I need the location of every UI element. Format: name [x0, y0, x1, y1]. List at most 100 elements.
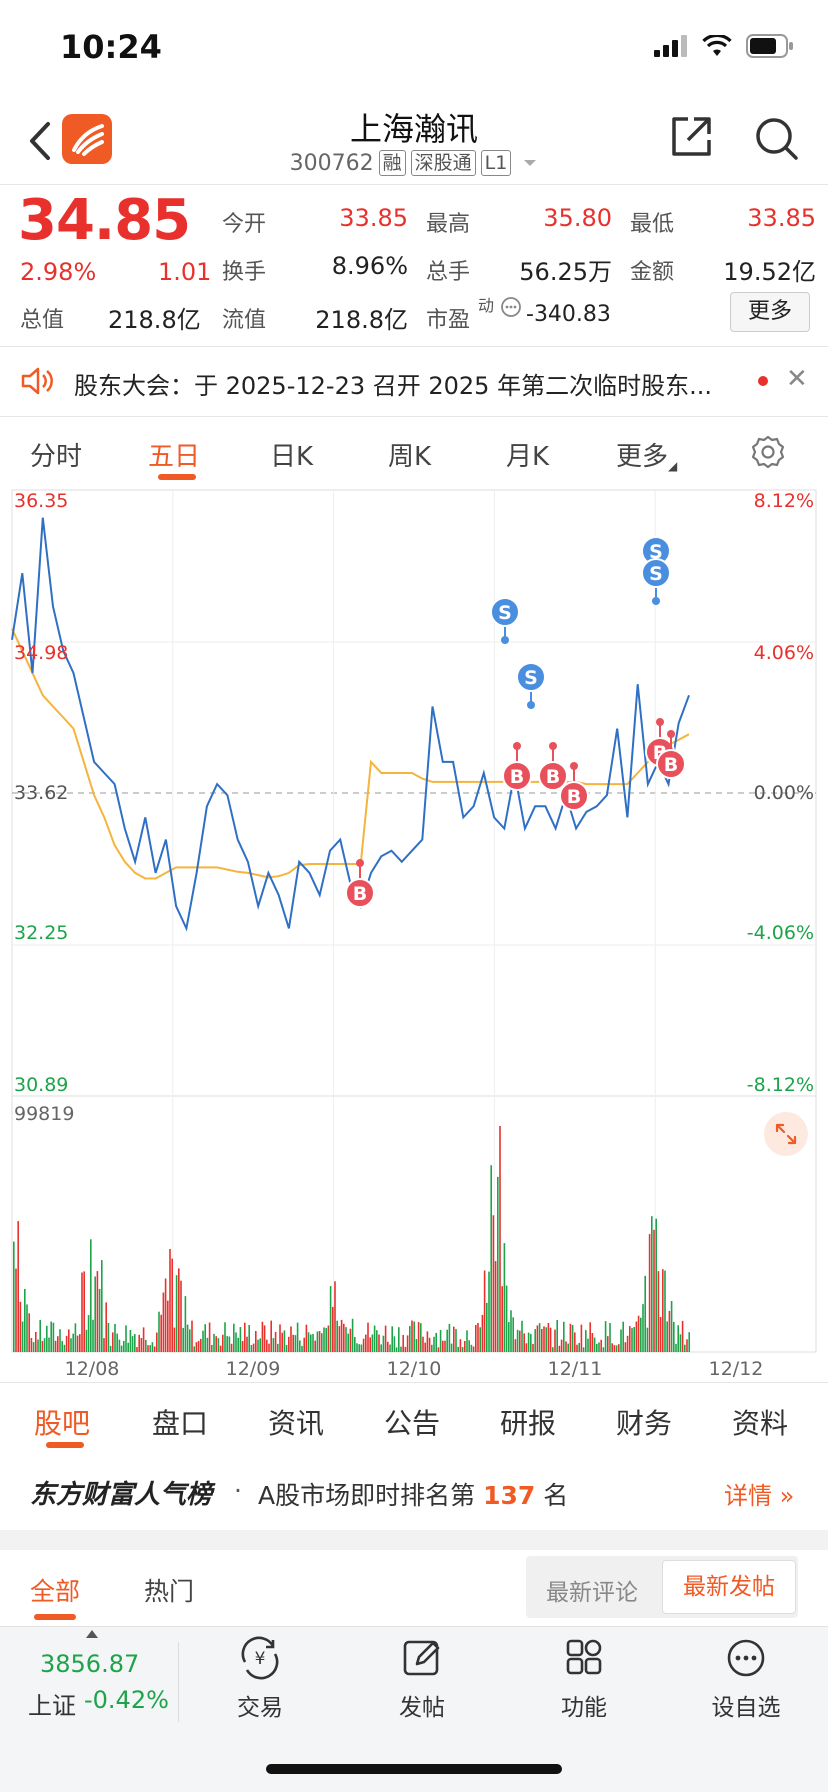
volume-bar	[338, 1326, 341, 1352]
sort-latest-post[interactable]: 最新发帖	[662, 1560, 796, 1614]
tab-research[interactable]: 研报	[500, 1407, 557, 1440]
nav-trade[interactable]: ¥ 交易	[200, 1636, 320, 1722]
price-axis-bottom: 30.89	[14, 1074, 68, 1096]
popularity-rank-bar[interactable]	[0, 1452, 828, 1526]
speaker-icon	[20, 366, 56, 400]
rank-detail-link[interactable]: 详情 »	[724, 1476, 794, 1511]
buy-marker	[656, 749, 686, 779]
volume-bar	[600, 1339, 602, 1352]
tab-guba[interactable]: 股吧	[34, 1407, 91, 1440]
current-price: 34.85	[18, 188, 191, 253]
index-label[interactable]: 上证	[28, 1692, 76, 1720]
grid-icon	[566, 1639, 602, 1675]
volume-bar	[569, 1323, 572, 1352]
volume-bar	[611, 1343, 613, 1352]
volume-bar	[202, 1330, 204, 1352]
double-chevron-right-icon: »	[779, 1482, 795, 1510]
feed-tab-hot[interactable]: 热门	[144, 1577, 195, 1606]
volume-bar	[65, 1335, 68, 1352]
turnover-value: 8.96%	[331, 252, 408, 280]
volume-bar	[389, 1344, 391, 1352]
signal-dot	[570, 762, 578, 770]
notice-bar[interactable]	[0, 348, 828, 416]
volume-bar	[651, 1216, 653, 1352]
volume-bar	[147, 1345, 149, 1352]
volume-bar	[646, 1327, 649, 1352]
nav-add-watchlist[interactable]: 设自选	[686, 1636, 806, 1722]
notice-text[interactable]: 股东大会：于 2025-12-23 召开 2025 年第二次临时股东...	[74, 372, 712, 400]
volume-bar	[72, 1333, 74, 1352]
volume-bar	[129, 1330, 132, 1352]
volume-bar	[323, 1327, 325, 1352]
volume-bar	[226, 1336, 228, 1352]
nav-post[interactable]: 发帖	[362, 1636, 482, 1722]
search-icon	[756, 118, 798, 160]
x-label-1209: 12/09	[226, 1358, 281, 1380]
volume-bar	[492, 1215, 495, 1352]
volume-bar	[182, 1327, 184, 1352]
volume-bar	[453, 1326, 455, 1352]
amount-value: 19.52亿	[723, 258, 816, 286]
volume-bar	[270, 1320, 272, 1352]
volume-bar	[547, 1323, 550, 1352]
volume-bar	[461, 1347, 464, 1352]
volume-bar	[180, 1280, 182, 1352]
sort-latest-comment[interactable]: 最新评论	[546, 1580, 638, 1606]
pe-dynamic-superscript: 动	[478, 296, 495, 315]
tab-finance[interactable]: 财务	[616, 1407, 673, 1440]
volume-bar	[21, 1321, 24, 1352]
volume-bar	[349, 1328, 352, 1352]
tab-five-day[interactable]: 五日	[148, 442, 201, 472]
back-button[interactable]	[22, 118, 62, 164]
change-value: 1.01	[158, 258, 212, 286]
volume-bar	[158, 1311, 160, 1352]
index-value[interactable]: 3856.87	[40, 1650, 140, 1678]
axis-labels: 36.35 34.98 33.62 32.25 30.89 8.12% 4.06…	[14, 490, 814, 1380]
volume-bar	[112, 1332, 114, 1352]
expand-chart-button[interactable]	[764, 1112, 808, 1156]
volume-bar	[681, 1320, 684, 1352]
index-change-pct[interactable]: -0.42%	[84, 1686, 169, 1714]
tab-profile[interactable]: 资料	[732, 1407, 789, 1440]
tab-pankou[interactable]: 盘口	[152, 1407, 209, 1440]
tab-intraday[interactable]: 分时	[30, 442, 83, 472]
tab-news[interactable]: 资讯	[268, 1407, 325, 1440]
volume-bar	[17, 1221, 19, 1352]
volume-bar	[160, 1314, 162, 1352]
volume-bar	[591, 1333, 594, 1352]
more-quote-button[interactable]: 更多	[730, 292, 810, 332]
volume-bar	[255, 1331, 257, 1352]
nav-functions[interactable]: 功能	[524, 1636, 644, 1722]
amount-label: 金额	[630, 260, 675, 285]
chart-settings-button[interactable]	[750, 434, 786, 474]
volume-bar	[312, 1333, 314, 1352]
volume-bar	[299, 1340, 301, 1352]
content-tab-indicator	[46, 1442, 84, 1448]
volume-bar	[336, 1320, 338, 1352]
volume-bar	[43, 1338, 46, 1352]
volume-bar	[178, 1268, 180, 1352]
volume-bar	[508, 1322, 510, 1352]
tab-announcement[interactable]: 公告	[384, 1407, 441, 1440]
volume-bar	[305, 1324, 308, 1352]
tab-more[interactable]: 更多◢	[616, 442, 678, 473]
x-label-1212: 12/12	[709, 1358, 764, 1380]
volume-bar	[655, 1218, 657, 1352]
tab-daily-k[interactable]: 日K	[270, 442, 314, 472]
search-button[interactable]	[754, 116, 800, 162]
pe-info-icon[interactable]	[500, 296, 522, 322]
volume-bar	[464, 1341, 466, 1352]
signal-dot	[652, 597, 660, 605]
feed-tab-all[interactable]: 全部	[30, 1577, 81, 1606]
close-icon[interactable]: ✕	[786, 364, 808, 394]
pct-axis-lower: -4.06%	[747, 922, 814, 944]
volume-bar	[457, 1346, 459, 1352]
volume-bar	[395, 1347, 398, 1352]
volume-bar	[87, 1315, 90, 1352]
share-button[interactable]	[668, 114, 714, 160]
tab-monthly-k[interactable]: 月K	[506, 442, 550, 472]
caret-down-icon[interactable]	[522, 158, 538, 168]
tab-weekly-k[interactable]: 周K	[388, 442, 432, 472]
index-expand-icon[interactable]	[86, 1630, 98, 1638]
